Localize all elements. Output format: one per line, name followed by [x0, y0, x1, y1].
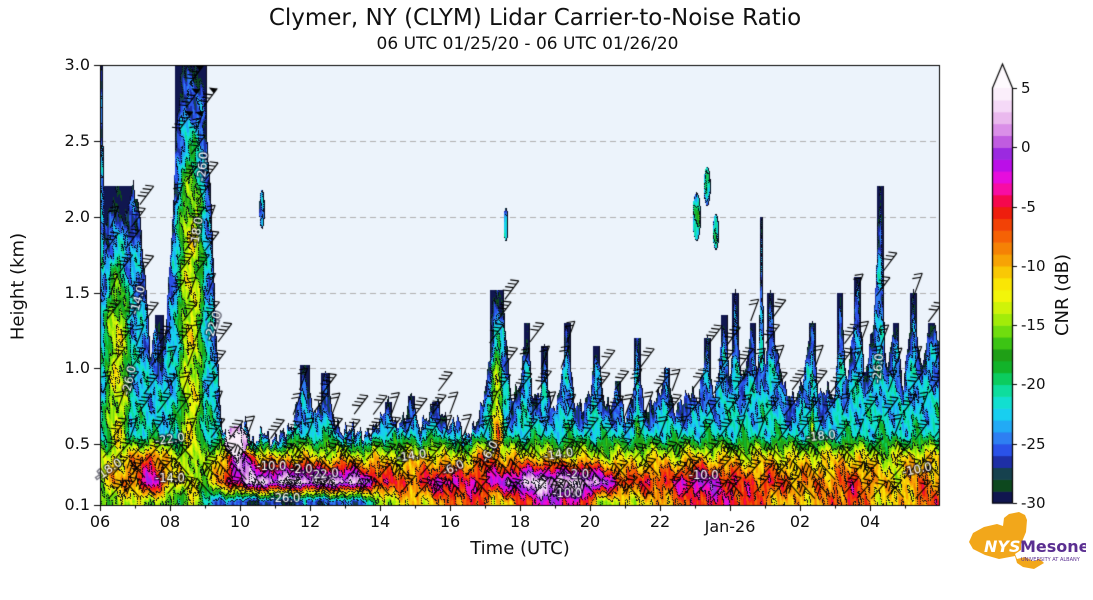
y-tick-label: 2.0 [64, 206, 90, 226]
colorbar-tick-label: -30 [1021, 494, 1046, 512]
colorbar-tick-label: 5 [1021, 79, 1031, 97]
x-tick-label: 02 [789, 512, 811, 531]
logo-nys-text: NYS [984, 537, 1021, 556]
x-tick-label: 12 [299, 512, 321, 531]
colorbar-tick-label: -5 [1021, 197, 1036, 216]
y-tick-label: 0.1 [64, 495, 90, 514]
y-tick-label: 2.5 [64, 130, 90, 150]
page-title: Clymer, NY (CLYM) Lidar Carrier-to-Noise… [268, 5, 802, 31]
x-tick-label: 20 [579, 512, 601, 531]
x-axis-label: Time (UTC) [470, 538, 570, 559]
x-tick-label: 06 [89, 512, 111, 531]
colorbar-tick-label: -20 [1021, 375, 1046, 394]
y-tick-label: 3.0 [64, 55, 90, 74]
y-tick-label: 1.5 [64, 282, 90, 302]
y-tick-label: 0.5 [64, 434, 90, 454]
y-tick-label: 1.0 [64, 358, 90, 378]
y-axis-label: Height (km) [7, 232, 29, 341]
x-tick-label: 22 [649, 512, 671, 531]
colorbar-tick-label: -10 [1021, 256, 1046, 275]
colorbar-label: CNR (dB) [1052, 253, 1073, 337]
colorbar-tick-label: -25 [1021, 434, 1046, 453]
logo-mesonet-text: Mesonet [1020, 537, 1086, 556]
colorbar-tick-label: 0 [1021, 138, 1031, 157]
colorbar-tick-label: -15 [1021, 316, 1046, 335]
x-tick-label: 18 [509, 512, 531, 531]
ny-state-icon [969, 512, 1044, 569]
x-tick-label: 04 [859, 512, 881, 531]
x-tick-label: 10 [229, 512, 251, 531]
x-tick-label: Jan-26 [704, 517, 756, 536]
logo-tagline-text: UNIVERSITY AT ALBANY [1021, 557, 1081, 563]
subtitle: 06 UTC 01/25/20 - 06 UTC 01/26/20 [376, 34, 679, 54]
x-tick-label: 14 [369, 512, 391, 531]
x-tick-label: 08 [159, 512, 181, 531]
nys-mesonet-logo: NYS Mesonet UNIVERSITY AT ALBANY [969, 512, 1086, 569]
x-tick-label: 16 [439, 512, 461, 531]
